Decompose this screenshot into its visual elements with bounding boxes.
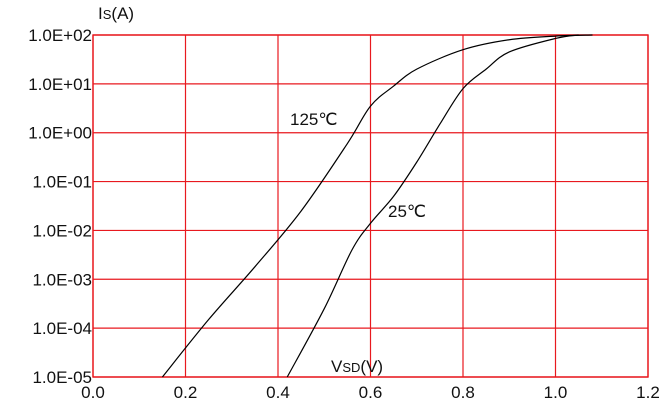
y-tick-labels: 1.0E+02 1.0E+01 1.0E+00 1.0E-01 1.0E-02 1.0E-… (28, 26, 92, 387)
x-tick-label: 0.4 (266, 383, 290, 402)
x-tick-label: 1.0 (544, 383, 568, 402)
x-tick-label: 1.2 (636, 383, 660, 402)
plot-frame (92, 34, 649, 378)
series-label-0: 125℃ (290, 110, 337, 129)
grid (92, 34, 649, 378)
y-tick-label: 1.0E-04 (32, 319, 92, 338)
curves (161, 34, 593, 378)
x-tick-label: 0.6 (359, 383, 383, 402)
y-tick-label: 1.0E-03 (32, 270, 92, 289)
series-label-1: 25℃ (388, 202, 426, 221)
x-tick-label: 0.2 (174, 383, 198, 402)
x-tick-label: 0.0 (81, 383, 105, 402)
series-line-1 (286, 34, 579, 378)
y-tick-label: 1.0E+01 (28, 75, 92, 94)
y-tick-label: 1.0E-01 (32, 173, 92, 192)
x-tick-label: 0.8 (451, 383, 475, 402)
y-tick-label: 1.0E-02 (32, 221, 92, 240)
curve-labels: 125℃ 25℃ (290, 110, 426, 221)
y-tick-label: 1.0E+00 (28, 124, 92, 143)
series-line-0 (161, 34, 593, 378)
y-tick-label: 1.0E-05 (32, 368, 92, 387)
y-tick-label: 1.0E+02 (28, 26, 92, 45)
x-tick-labels: 0.0 0.2 0.4 0.6 0.8 1.0 1.2 (81, 383, 660, 402)
x-axis-label: VSD(V) (331, 357, 383, 376)
y-axis-label: IS(A) (98, 4, 134, 23)
